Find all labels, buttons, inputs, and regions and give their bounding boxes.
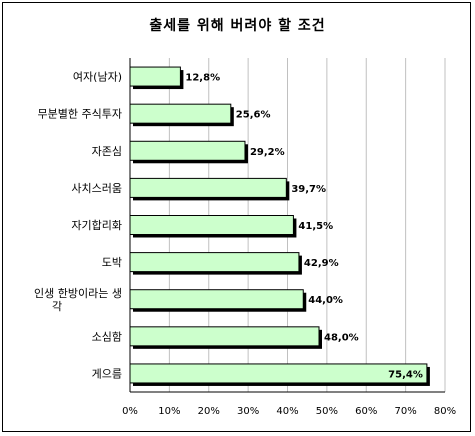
y-tick-label: 사치스러움 (71, 182, 122, 195)
bar (129, 177, 287, 198)
bar (129, 140, 246, 161)
data-label: 75,4% (388, 369, 423, 380)
y-tick-label: 인생 한방이라는 생 (34, 287, 122, 300)
data-label: 41,5% (298, 221, 333, 232)
x-tick-label: 60% (355, 406, 377, 417)
data-label: 42,9% (304, 258, 339, 269)
x-tick-label: 30% (237, 406, 259, 417)
y-tick-label: 게으름 (92, 367, 122, 380)
data-label: 44,0% (308, 295, 343, 306)
y-tick-label: 자기합리화 (71, 219, 122, 232)
y-tick-label: 도박 (102, 256, 122, 269)
data-label: 25,6% (236, 110, 271, 121)
y-tick-label: 무분별한 주식투자 (38, 108, 122, 121)
y-tick-label: 여자(남자) (73, 71, 122, 84)
y-tick-label: 자존심 (92, 145, 122, 158)
bar (129, 289, 304, 310)
y-tick-label: 소심함 (92, 330, 122, 343)
x-tick-label: 70% (395, 406, 417, 417)
x-tick-label: 10% (158, 406, 180, 417)
data-label: 29,2% (250, 147, 285, 158)
bar (129, 66, 181, 87)
data-label: 12,8% (185, 73, 220, 84)
chart-title: 출세를 위해 버려야 할 조건 (149, 18, 326, 34)
bar (129, 326, 320, 347)
bar (129, 252, 300, 273)
y-tick-label: 각 (52, 300, 62, 313)
x-tick-label: 0% (122, 406, 138, 417)
data-label: 39,7% (291, 184, 326, 195)
x-tick-label: 20% (198, 406, 220, 417)
x-tick-label: 40% (276, 406, 298, 417)
bar (129, 215, 294, 235)
bar (129, 103, 232, 124)
bar (129, 363, 428, 384)
x-tick-label: 80% (434, 406, 456, 417)
data-label: 48,0% (324, 332, 359, 343)
x-tick-label: 50% (316, 406, 338, 417)
